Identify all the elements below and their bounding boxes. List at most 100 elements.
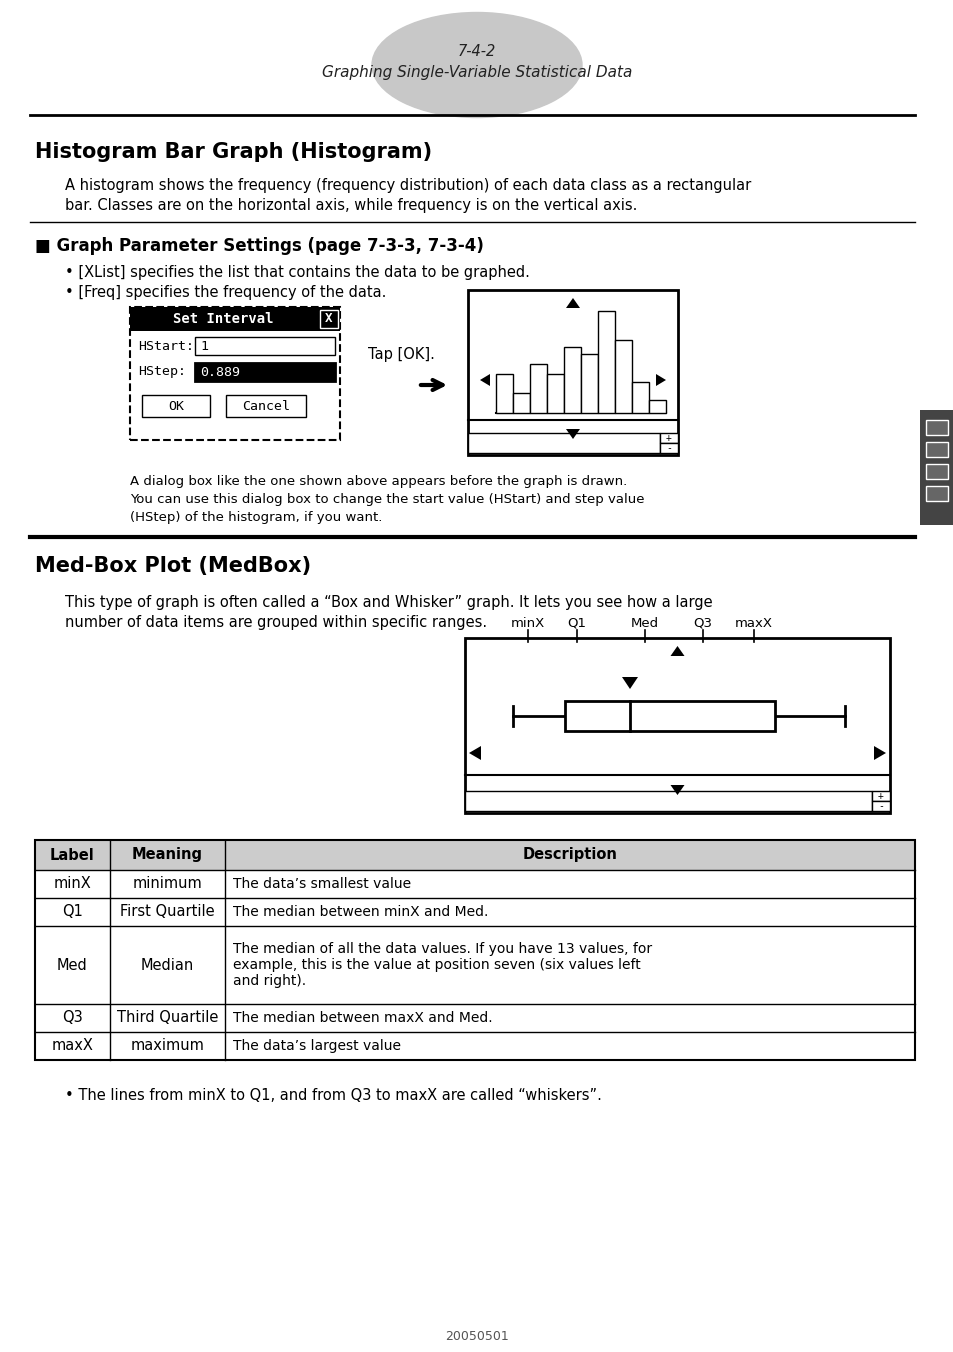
Text: -: - <box>877 800 883 811</box>
Text: Q1: Q1 <box>567 617 586 630</box>
Bar <box>319 310 337 329</box>
Text: First Quartile: First Quartile <box>120 904 214 919</box>
Bar <box>631 383 648 412</box>
Bar <box>925 420 947 435</box>
Text: +: + <box>877 791 883 800</box>
Text: This type of graph is often called a “Box and Whisker” graph. It lets you see ho: This type of graph is often called a “Bo… <box>65 595 712 610</box>
Polygon shape <box>873 746 885 760</box>
Text: and right).: and right). <box>233 973 306 988</box>
Text: Set Interval: Set Interval <box>172 312 273 326</box>
Text: 1: 1 <box>200 339 208 353</box>
Text: 0.889: 0.889 <box>200 365 240 379</box>
Bar <box>464 638 889 813</box>
Text: Label: Label <box>51 848 94 863</box>
Bar <box>35 840 914 869</box>
Text: Cancel: Cancel <box>242 399 290 412</box>
Text: 20050501: 20050501 <box>445 1330 508 1343</box>
Text: Description: Description <box>522 848 617 863</box>
Text: The median between maxX and Med.: The median between maxX and Med. <box>233 1011 492 1025</box>
Text: ■ Graph Parameter Settings (page 7-3-3, 7-3-4): ■ Graph Parameter Settings (page 7-3-3, … <box>35 237 483 256</box>
Polygon shape <box>656 375 665 387</box>
Text: Tap [OK].: Tap [OK]. <box>368 347 435 362</box>
Text: number of data items are grouped within specific ranges.: number of data items are grouped within … <box>65 615 487 630</box>
Text: 7-4-2: 7-4-2 <box>457 45 496 59</box>
Text: +: + <box>665 433 671 443</box>
Bar <box>648 400 665 412</box>
Text: HStep:: HStep: <box>138 365 186 379</box>
Bar <box>464 791 871 811</box>
Text: • The lines from minX to Q1, and from Q3 to maxX are called “whiskers”.: • The lines from minX to Q1, and from Q3… <box>65 1088 601 1103</box>
Text: The data’s smallest value: The data’s smallest value <box>233 877 411 891</box>
Bar <box>35 926 914 1005</box>
Polygon shape <box>565 297 579 308</box>
Bar <box>659 443 678 453</box>
Text: Med: Med <box>630 617 659 630</box>
Text: A dialog box like the one shown above appears before the graph is drawn.: A dialog box like the one shown above ap… <box>130 475 626 488</box>
Text: You can use this dialog box to change the start value (HStart) and step value: You can use this dialog box to change th… <box>130 493 644 506</box>
Text: bar. Classes are on the horizontal axis, while frequency is on the vertical axis: bar. Classes are on the horizontal axis,… <box>65 197 637 214</box>
Bar <box>546 375 563 412</box>
Text: minX: minX <box>511 617 544 630</box>
Text: example, this is the value at position seven (six values left: example, this is the value at position s… <box>233 959 640 972</box>
Bar <box>35 1032 914 1060</box>
Bar <box>194 337 335 356</box>
Polygon shape <box>670 786 684 795</box>
Text: maxX: maxX <box>734 617 772 630</box>
Text: HStart:: HStart: <box>138 339 193 353</box>
Text: Q1: Q1 <box>62 904 83 919</box>
Polygon shape <box>670 646 684 656</box>
Text: The median of all the data values. If you have 13 values, for: The median of all the data values. If yo… <box>233 942 652 956</box>
Bar <box>659 433 678 443</box>
Bar <box>871 800 889 811</box>
Ellipse shape <box>372 12 581 118</box>
Bar <box>925 442 947 457</box>
Bar <box>598 311 615 412</box>
Text: minX: minX <box>53 876 91 891</box>
Text: (HStep) of the histogram, if you want.: (HStep) of the histogram, if you want. <box>130 511 382 525</box>
Bar <box>130 307 339 331</box>
Bar <box>919 410 953 525</box>
Text: X: X <box>325 312 333 326</box>
Bar <box>194 362 335 381</box>
Bar <box>35 1005 914 1032</box>
Bar <box>925 485 947 502</box>
Bar <box>468 289 678 456</box>
Polygon shape <box>479 375 490 387</box>
Polygon shape <box>565 429 579 439</box>
Bar <box>35 898 914 926</box>
Bar <box>564 700 774 731</box>
Bar <box>226 395 306 416</box>
Bar <box>142 395 210 416</box>
Bar <box>130 307 339 439</box>
Text: Graphing Single-Variable Statistical Data: Graphing Single-Variable Statistical Dat… <box>321 65 632 80</box>
Bar <box>35 869 914 898</box>
Text: OK: OK <box>168 399 184 412</box>
Bar <box>468 433 659 453</box>
Bar <box>925 464 947 479</box>
Text: Med-Box Plot (MedBox): Med-Box Plot (MedBox) <box>35 556 311 576</box>
Bar <box>580 354 598 412</box>
Text: Meaning: Meaning <box>132 848 203 863</box>
Text: -: - <box>665 443 671 453</box>
Bar <box>496 375 513 412</box>
Text: maximum: maximum <box>131 1038 204 1053</box>
Text: Q3: Q3 <box>62 1010 83 1026</box>
Text: The median between minX and Med.: The median between minX and Med. <box>233 904 488 919</box>
Bar <box>530 364 546 412</box>
Bar <box>35 840 914 1060</box>
Text: maxX: maxX <box>51 1038 93 1053</box>
Bar <box>513 392 530 412</box>
Text: • [XList] specifies the list that contains the data to be graphed.: • [XList] specifies the list that contai… <box>65 265 529 280</box>
Text: Q3: Q3 <box>693 617 712 630</box>
Text: • [Freq] specifies the frequency of the data.: • [Freq] specifies the frequency of the … <box>65 285 386 300</box>
Bar <box>871 791 889 800</box>
Text: Third Quartile: Third Quartile <box>116 1010 218 1026</box>
Text: The data’s largest value: The data’s largest value <box>233 1038 400 1053</box>
Text: Histogram Bar Graph (Histogram): Histogram Bar Graph (Histogram) <box>35 142 432 162</box>
Text: A histogram shows the frequency (frequency distribution) of each data class as a: A histogram shows the frequency (frequen… <box>65 178 750 193</box>
Text: Median: Median <box>141 957 193 972</box>
Bar <box>615 339 631 412</box>
Bar <box>563 346 580 412</box>
Polygon shape <box>621 677 638 690</box>
Text: minimum: minimum <box>132 876 202 891</box>
